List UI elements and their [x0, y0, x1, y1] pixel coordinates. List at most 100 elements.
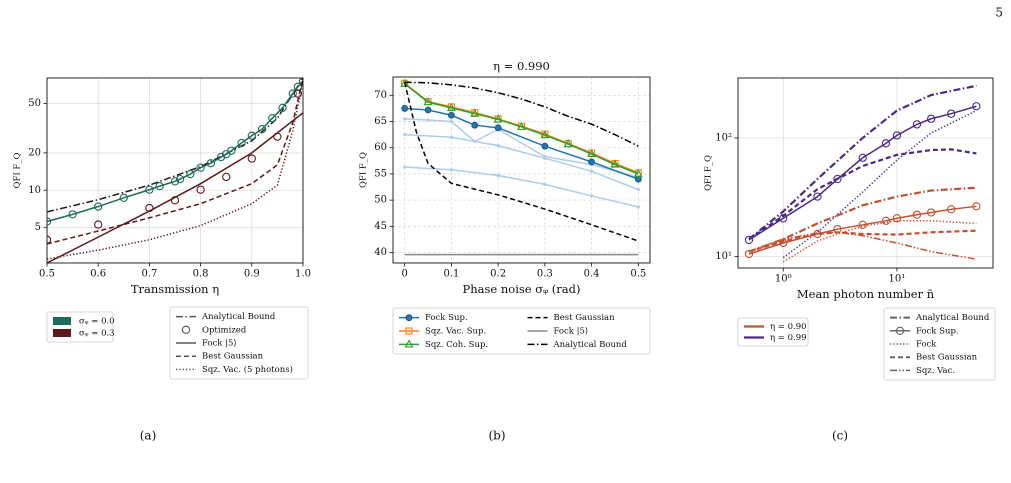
marker — [196, 185, 205, 194]
marker — [563, 139, 573, 148]
marker — [119, 193, 128, 202]
legend-label: Fock Sup. — [425, 313, 468, 323]
x-tick-label: 0.8 — [193, 269, 209, 280]
axes-frame — [392, 76, 651, 264]
y-tick-label: 70 — [374, 90, 387, 101]
marker — [405, 314, 413, 322]
plot-area — [393, 77, 650, 263]
marker — [589, 194, 594, 198]
marker — [449, 135, 454, 139]
marker — [273, 132, 282, 141]
legend-label: Fock |5⟩ — [202, 339, 237, 349]
x-axis-label: Mean photon number n̄ — [797, 287, 935, 301]
caption: (c) — [832, 429, 848, 443]
legend-label: Analytical Bound — [553, 340, 628, 350]
marker — [833, 174, 842, 184]
caption: (a) — [140, 429, 157, 443]
marker — [404, 339, 414, 348]
legend-box — [883, 307, 996, 381]
series-line — [47, 112, 303, 263]
y-tick-label: 65 — [374, 116, 387, 127]
y-tick-label: 60 — [374, 142, 387, 153]
series-line — [748, 229, 977, 253]
marker — [170, 177, 180, 186]
marker — [424, 106, 432, 114]
page-number: 5 — [995, 6, 1003, 20]
marker — [858, 153, 867, 162]
series-line — [404, 166, 639, 208]
marker — [496, 173, 500, 178]
panel: 0.5 0.6 0.7 0.8 0.9 1.0 5 10 20 50 Transmission η Q… — [13, 77, 311, 380]
series-line — [748, 231, 977, 260]
plot-content — [47, 78, 303, 263]
series-line — [782, 220, 977, 263]
y-axis-label: QFI F_Q — [13, 152, 23, 188]
marker — [170, 196, 180, 205]
marker — [633, 168, 643, 178]
marker — [400, 78, 410, 87]
legend-label: Analytical Bound — [915, 313, 990, 323]
legend-label: Best Gaussian — [916, 353, 978, 363]
marker — [175, 174, 185, 184]
marker — [94, 220, 103, 229]
y-tick-label: 50 — [374, 195, 387, 206]
y-tick-label: 55 — [374, 168, 387, 179]
caption: (b) — [488, 429, 505, 443]
y-axis-label: QFI F_Q — [704, 155, 714, 191]
x-axis-label: Transmission η — [131, 282, 219, 296]
legend-label: Sqz. Vac. (5 photons) — [202, 364, 293, 375]
legend-label: Fock — [916, 340, 937, 350]
legend-label: Best Gaussian — [554, 313, 616, 323]
y-tick-label: 40 — [374, 247, 387, 258]
series-line — [404, 83, 639, 175]
marker — [610, 159, 620, 168]
marker — [196, 163, 205, 172]
legend-label: σᵩ = 0.0 — [79, 317, 115, 327]
marker — [881, 216, 891, 225]
x-axis-label: Phase noise σᵩ (rad) — [463, 282, 581, 296]
marker — [947, 205, 956, 214]
panel: 0 0.1 0.2 0.3 0.4 0.5 40 45 50 55 60 65 70 η = 0.990 P… — [359, 59, 651, 355]
marker — [589, 169, 594, 173]
x-tick-label: 0.6 — [90, 269, 106, 280]
marker — [186, 169, 195, 179]
series-line — [748, 84, 977, 241]
marker — [446, 102, 456, 112]
y-tick-label: 10² — [715, 132, 732, 143]
x-tick-label: 0.9 — [244, 269, 260, 280]
marker — [247, 131, 256, 140]
marker — [496, 144, 500, 148]
marker — [912, 210, 922, 219]
x-tick-label: 10¹ — [889, 274, 906, 285]
legend-box — [737, 317, 809, 347]
marker — [587, 149, 597, 158]
legend-box — [392, 307, 651, 355]
marker — [237, 138, 246, 148]
marker — [543, 182, 547, 187]
marker — [288, 89, 297, 98]
x-tick-label: 0.5 — [39, 269, 55, 280]
legend-label: Fock Sup. — [916, 326, 959, 336]
marker — [540, 130, 550, 139]
legend-label: Best Gaussian — [202, 352, 264, 362]
marker — [94, 202, 103, 211]
axes-frame — [737, 77, 994, 269]
series-line — [748, 148, 977, 241]
y-tick-label: 10¹ — [715, 251, 732, 262]
marker — [895, 326, 905, 335]
legend-label: Analytical Bound — [201, 312, 276, 322]
y-tick-label: 20 — [28, 147, 41, 158]
legend-label: Sqz. Vac. Sup. — [425, 327, 486, 337]
marker — [588, 158, 595, 166]
marker — [517, 121, 526, 130]
marker — [493, 114, 503, 123]
legend-label: Sqz. Vac. — [916, 366, 955, 376]
series-line — [404, 107, 639, 180]
marker — [403, 117, 407, 121]
y-tick-label: 45 — [374, 221, 387, 232]
series-line — [404, 81, 639, 147]
marker — [403, 165, 407, 169]
x-tick-label: 10⁰ — [775, 274, 792, 285]
x-tick-label: 1.0 — [295, 269, 311, 280]
